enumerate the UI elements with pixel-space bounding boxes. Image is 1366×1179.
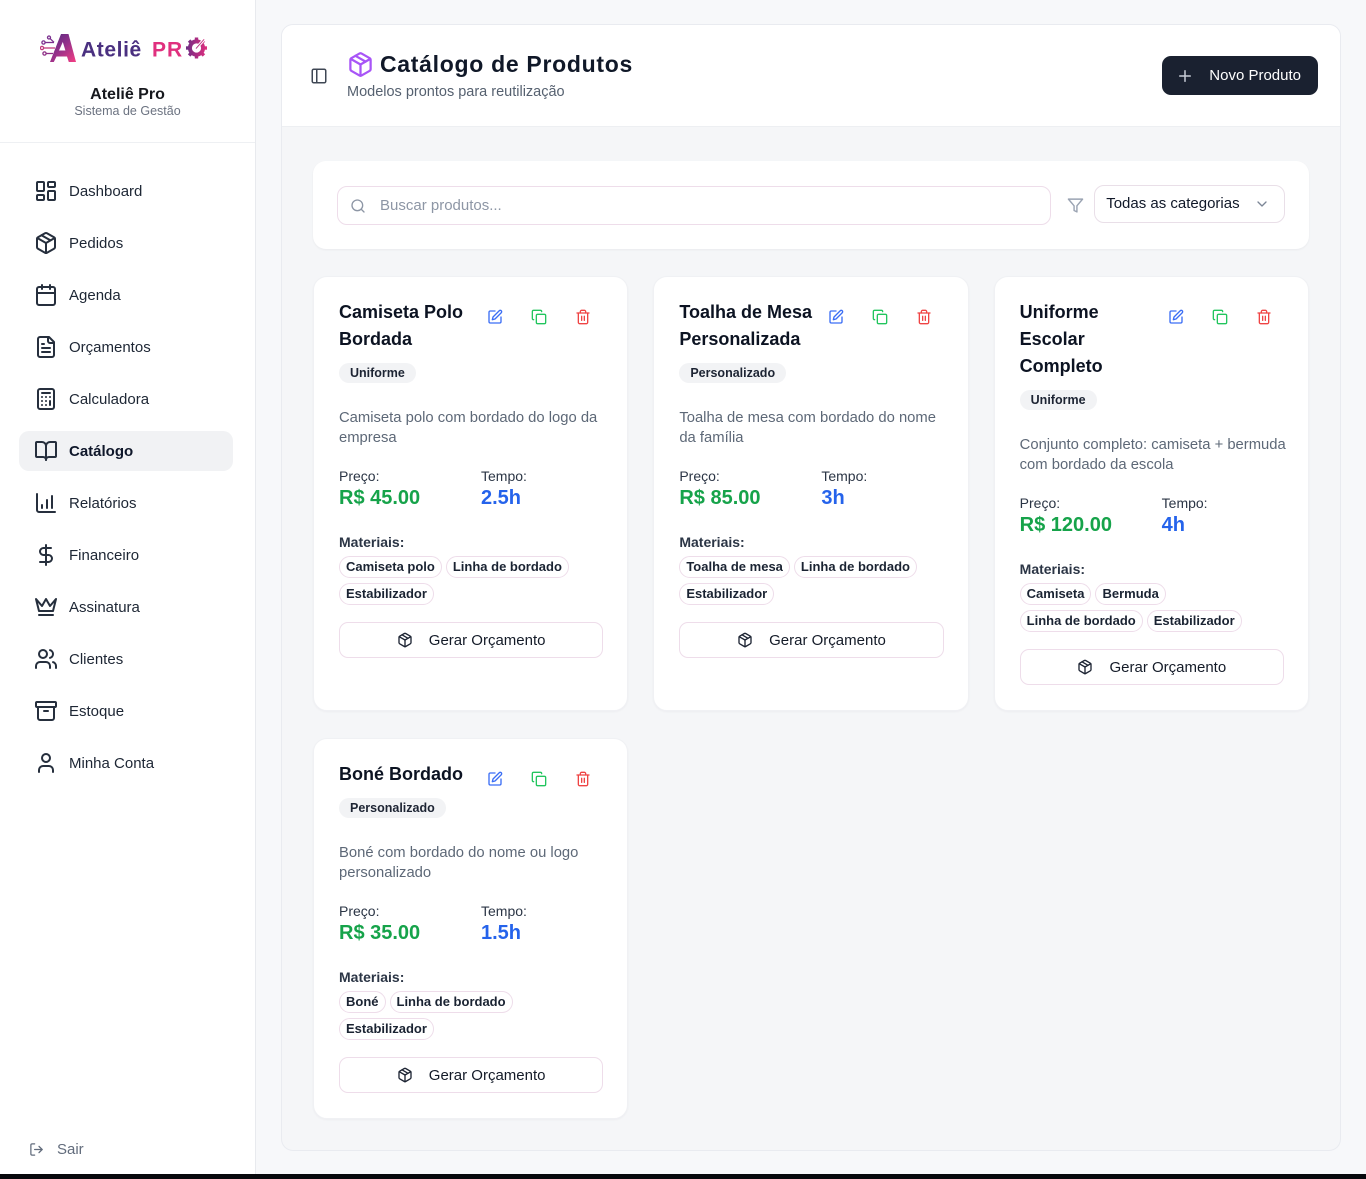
svg-text:PR: PR	[152, 39, 183, 62]
svg-text:Ateliê: Ateliê	[81, 39, 142, 62]
